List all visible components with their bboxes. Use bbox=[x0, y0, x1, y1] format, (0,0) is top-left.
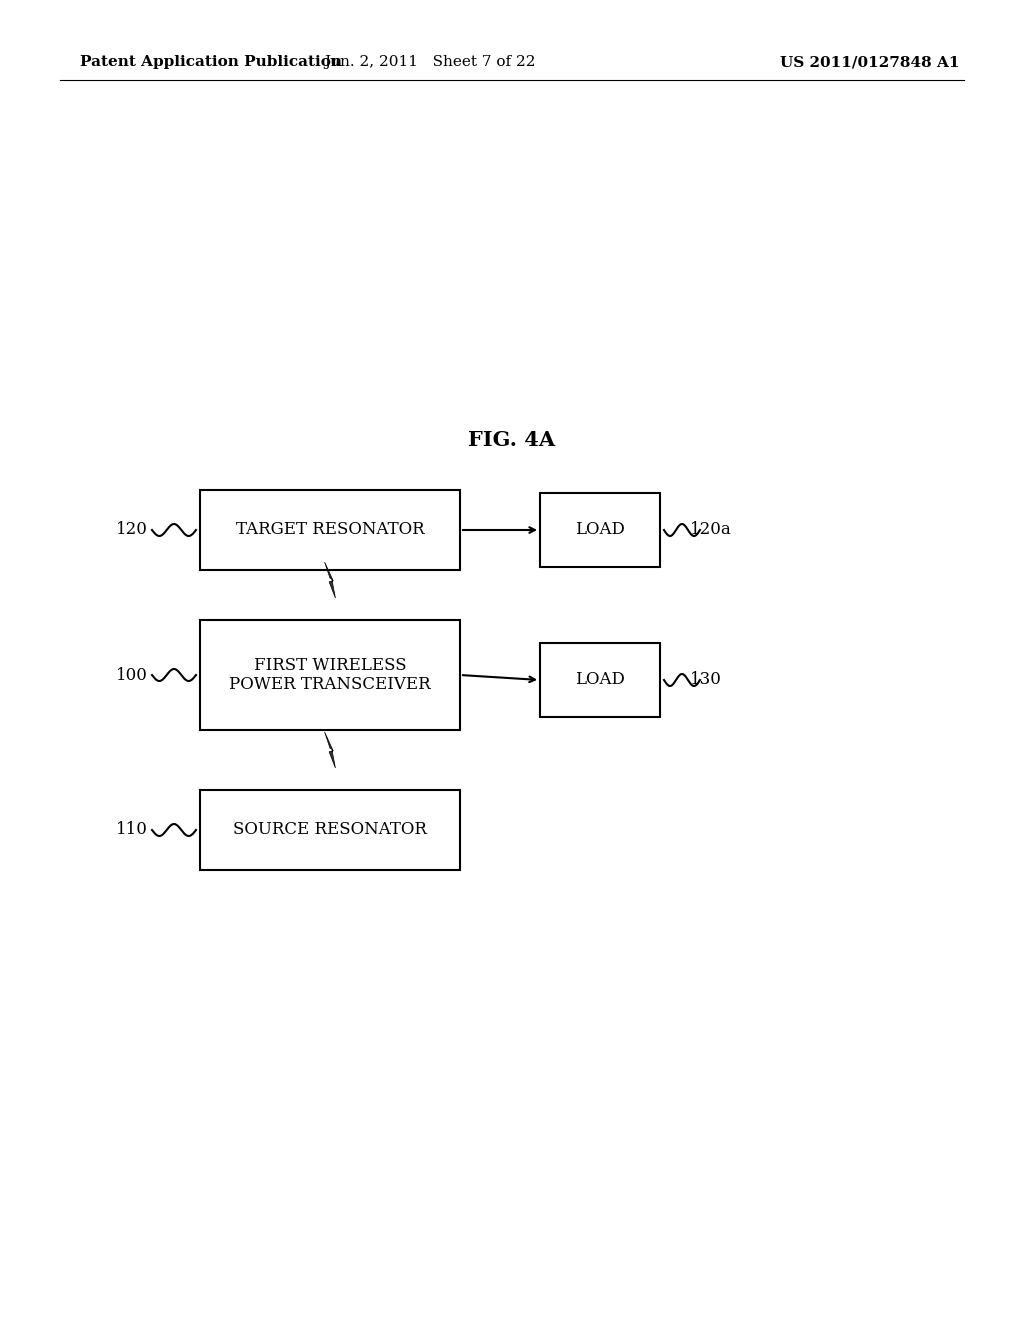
Text: 120a: 120a bbox=[690, 521, 732, 539]
Bar bbox=[200, 490, 460, 570]
Text: 100: 100 bbox=[116, 667, 148, 684]
Text: 130: 130 bbox=[690, 672, 722, 689]
Text: 110: 110 bbox=[116, 821, 148, 838]
Text: 120: 120 bbox=[116, 521, 148, 539]
Text: FIG. 4A: FIG. 4A bbox=[468, 430, 556, 450]
Polygon shape bbox=[325, 562, 336, 598]
Text: LOAD: LOAD bbox=[575, 521, 625, 539]
Text: Patent Application Publication: Patent Application Publication bbox=[80, 55, 342, 69]
Bar bbox=[540, 492, 660, 568]
Bar bbox=[200, 620, 460, 730]
Text: SOURCE RESONATOR: SOURCE RESONATOR bbox=[233, 821, 427, 838]
Text: LOAD: LOAD bbox=[575, 672, 625, 689]
Bar bbox=[200, 789, 460, 870]
Text: FIRST WIRELESS
POWER TRANSCEIVER: FIRST WIRELESS POWER TRANSCEIVER bbox=[229, 657, 431, 693]
Bar bbox=[540, 643, 660, 717]
Polygon shape bbox=[325, 733, 336, 768]
Text: US 2011/0127848 A1: US 2011/0127848 A1 bbox=[780, 55, 959, 69]
Text: TARGET RESONATOR: TARGET RESONATOR bbox=[236, 521, 424, 539]
Text: Jun. 2, 2011   Sheet 7 of 22: Jun. 2, 2011 Sheet 7 of 22 bbox=[325, 55, 536, 69]
